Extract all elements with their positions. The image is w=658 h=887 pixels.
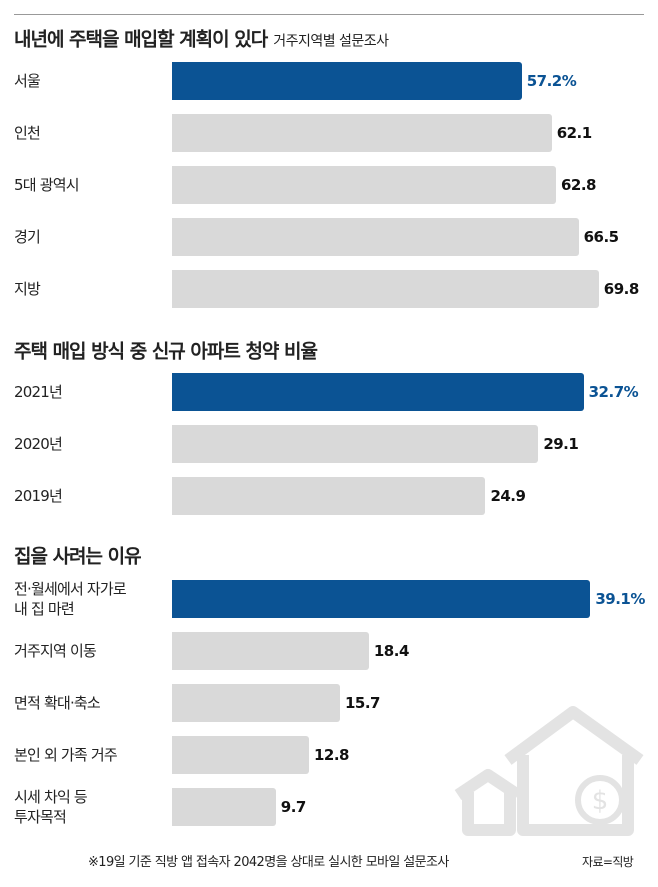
category-label: 시세 차익 등 투자목적 <box>14 788 88 826</box>
source: 자료=직방 <box>582 855 634 869</box>
category-label: 2019년 <box>14 487 63 505</box>
house-icon: $ <box>454 706 644 836</box>
svg-text:$: $ <box>592 786 609 816</box>
title-text: 집을 사려는 이유 <box>14 545 142 568</box>
value-label: 66.5 <box>583 228 620 246</box>
category-label: 2020년 <box>14 435 63 453</box>
value-label: 69.8 <box>603 280 640 298</box>
value-label: 24.9 <box>490 487 526 505</box>
category-label: 면적 확대·축소 <box>14 694 101 712</box>
bar <box>172 632 369 670</box>
bar <box>172 373 584 411</box>
category-label: 본인 외 가족 거주 <box>14 746 118 764</box>
bar <box>172 736 309 774</box>
bar <box>172 684 340 722</box>
value-label: 29.1 <box>543 435 579 453</box>
bar <box>172 218 579 256</box>
category-label: 거주지역 이동 <box>14 642 97 660</box>
value-label: 62.8 <box>560 176 597 194</box>
bar <box>172 62 522 100</box>
value-label: 39.1% <box>595 590 645 608</box>
value-label: 18.4 <box>373 642 410 660</box>
bar <box>172 166 556 204</box>
category-label: 인천 <box>14 124 41 142</box>
bar <box>172 425 539 463</box>
chart-title: 주택 매입 방식 중 신규 아파트 청약 비율 <box>14 337 318 364</box>
bar <box>172 270 599 308</box>
value-label: 57.2% <box>526 72 577 90</box>
value-label: 15.7 <box>344 694 381 712</box>
chart-title: 집을 사려는 이유 <box>14 542 142 569</box>
bar <box>172 114 552 152</box>
value-label: 32.7% <box>588 383 639 401</box>
category-label: 서울 <box>14 72 41 90</box>
bar <box>172 477 486 515</box>
value-label: 12.8 <box>313 746 350 764</box>
category-label: 지방 <box>14 280 41 298</box>
title-text: 주택 매입 방식 중 신규 아파트 청약 비율 <box>14 340 318 363</box>
value-label: 62.1 <box>556 124 593 142</box>
top-rule <box>14 14 644 15</box>
chart-title: 내년에 주택을 매입할 계획이 있다 거주지역별 설문조사 <box>14 25 389 52</box>
category-label: 5대 광역시 <box>14 176 80 194</box>
subtitle: 거주지역별 설문조사 <box>273 33 389 50</box>
bar <box>172 788 276 826</box>
title-text: 내년에 주택을 매입할 계획이 있다 <box>14 28 268 51</box>
category-label: 전·월세에서 자가로 내 집 마련 <box>14 580 127 618</box>
category-label: 2021년 <box>14 383 63 401</box>
bar <box>172 580 591 618</box>
value-label: 9.7 <box>280 798 307 816</box>
category-label: 경기 <box>14 228 41 246</box>
footnote: ※19일 기준 직방 앱 접속자 2042명을 상대로 실시한 모바일 설문조사 <box>88 855 449 870</box>
